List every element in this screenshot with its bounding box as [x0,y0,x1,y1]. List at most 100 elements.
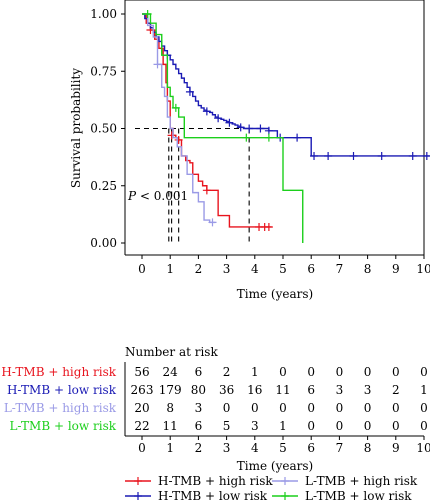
censor-mark [377,151,386,160]
risk-count: 3 [364,383,372,397]
censor-mark [245,124,254,133]
y-tick-label: 0.00 [90,236,117,250]
censor-mark [264,126,273,135]
risk-x-tick-label: 6 [307,441,315,455]
censor-mark [214,114,223,123]
risk-count: 11 [275,383,290,397]
x-tick-label: 0 [138,262,146,276]
censor-mark [256,124,265,133]
legend-swatch-mark [134,492,142,500]
risk-count: 1 [279,419,287,433]
legend-swatch-mark [134,477,142,485]
legend-label: L-TMB + low risk [305,489,412,500]
censor-mark [349,151,358,160]
legend-swatch-mark [281,477,289,485]
risk-x-tick-label: 1 [166,441,174,455]
risk-count: 263 [131,383,154,397]
risk-count: 1 [420,383,428,397]
plot-axes: 0.00 0.25 0.50 0.75 1.00 0 1 2 3 4 5 6 7 8 9 10 Time (ye… [69,7,430,301]
censor-mark [202,186,211,195]
risk-count: 8 [166,401,174,415]
censor-mark [264,222,273,231]
risk-x-tick-label: 4 [251,441,259,455]
risk-count: 0 [420,419,428,433]
y-axis-title: Survival probability [69,68,83,188]
y-tick-label: 1.00 [90,7,117,21]
risk-count: 0 [420,401,428,415]
risk-count: 0 [223,401,231,415]
censor-mark [174,135,183,144]
risk-count: 0 [336,365,344,379]
censor-mark [202,107,211,116]
risk-count: 0 [364,401,372,415]
survival-curve-2 [142,13,430,157]
x-tick-label: 7 [336,262,344,276]
censor-mark [225,118,234,127]
plot-frame [124,0,425,256]
risk-count: 0 [392,419,400,433]
censor-mark [310,151,319,160]
risk-count: 0 [364,419,372,433]
median-guides [135,127,250,243]
risk-x-tick-label: 0 [138,441,146,455]
censor-mark [324,151,333,160]
risk-count: 3 [336,383,344,397]
risk-x-tick-label: 7 [336,441,344,455]
risk-count: 0 [364,365,372,379]
censor-mark [293,133,302,142]
censor-mark [408,151,417,160]
risk-count: 0 [307,365,315,379]
censor-mark [153,60,162,69]
risk-x-tick-label: 5 [279,441,287,455]
censor-mark [422,151,430,160]
x-tick-label: 9 [392,262,400,276]
x-tick-label: 6 [307,262,315,276]
y-tick-label: 0.75 [90,64,117,78]
risk-count: 6 [195,365,203,379]
risk-count: 0 [392,401,400,415]
risk-count: 80 [191,383,206,397]
p-value-annotation: P < 0.001 [127,189,188,203]
risk-count: 2 [223,365,231,379]
risk-count: 5 [223,419,231,433]
risk-x-tick-label: 9 [392,441,400,455]
legend-swatch-mark [281,492,289,500]
risk-count: 6 [195,419,203,433]
risk-row-label: H-TMB + low risk [7,383,117,397]
risk-count: 179 [159,383,182,397]
x-tick-label: 3 [223,262,231,276]
risk-count: 11 [163,419,178,433]
risk-count: 2 [392,383,400,397]
risk-count: 20 [134,401,149,415]
legend-label: H-TMB + high risk [158,474,273,488]
x-axis-title: Time (years) [237,287,313,301]
risk-count: 56 [134,365,149,379]
risk-count: 36 [219,383,234,397]
risk-x-tick-label: 8 [364,441,372,455]
legend-label: H-TMB + low risk [158,489,268,500]
risk-count: 1 [251,365,259,379]
survival-curve-3 [142,13,216,224]
risk-count: 0 [307,419,315,433]
risk-row-label: L-TMB + low risk [9,419,116,433]
censor-mark [167,131,176,140]
risk-count: 24 [163,365,179,379]
censor-mark [185,87,194,96]
risk-count: 3 [195,401,203,415]
survival-curve-4 [142,13,304,243]
risk-count: 0 [307,401,315,415]
risk-count: 3 [251,419,259,433]
risk-x-tick-label: 10 [416,441,430,455]
risk-count: 0 [251,401,259,415]
x-tick-label: 5 [279,262,287,276]
risk-count: 22 [134,419,149,433]
risk-row-label: L-TMB + high risk [4,401,117,415]
x-tick-label: 8 [364,262,372,276]
risk-count: 0 [279,401,287,415]
legend-label: L-TMB + high risk [305,474,418,488]
censor-mark [236,123,245,132]
censor-mark [143,10,152,18]
